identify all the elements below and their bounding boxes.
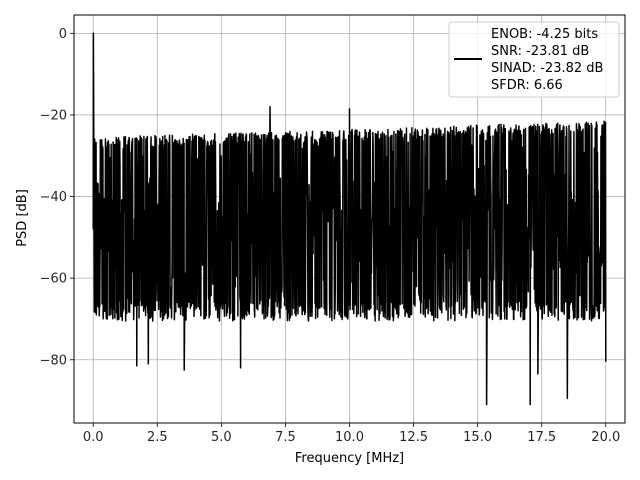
x-tick-label: 5.0 — [211, 430, 232, 445]
x-tick-label: 15.0 — [463, 430, 492, 445]
y-tick-label: −80 — [40, 353, 67, 368]
psd-line — [92, 32, 607, 406]
x-tick-label: 12.5 — [399, 430, 428, 445]
y-tick-label: 0 — [59, 27, 67, 42]
x-tick-label: 17.5 — [527, 430, 556, 445]
x-tick-label: 2.5 — [147, 430, 168, 445]
x-tick-label: 10.0 — [335, 430, 364, 445]
y-axis-label: PSD [dB] — [15, 189, 30, 247]
ticks: 0.0 2.5 5.0 7.5 10.0 12.5 15.0 17.5 20.0 0 −20 −40 −… — [40, 27, 621, 445]
legend-text-enob: ENOB: -4.25 bits — [491, 27, 598, 42]
x-tick-label: 0.0 — [83, 430, 104, 445]
y-tick-label: −20 — [40, 108, 67, 123]
legend-text-sinad: SINAD: -23.82 dB — [491, 61, 603, 76]
legend-text-sfdr: SFDR: 6.66 — [491, 78, 563, 93]
legend-text-snr: SNR: -23.81 dB — [491, 44, 589, 59]
x-tick-label: 7.5 — [275, 430, 296, 445]
y-tick-label: −40 — [40, 190, 67, 205]
x-axis-label: Frequency [MHz] — [295, 451, 404, 466]
psd-series — [92, 32, 607, 406]
legend: ENOB: -4.25 bits SNR: -23.81 dB SINAD: -… — [448, 21, 620, 98]
x-tick-label: 20.0 — [591, 430, 620, 445]
y-tick-label: −60 — [40, 272, 67, 287]
legend-box — [448, 21, 620, 98]
